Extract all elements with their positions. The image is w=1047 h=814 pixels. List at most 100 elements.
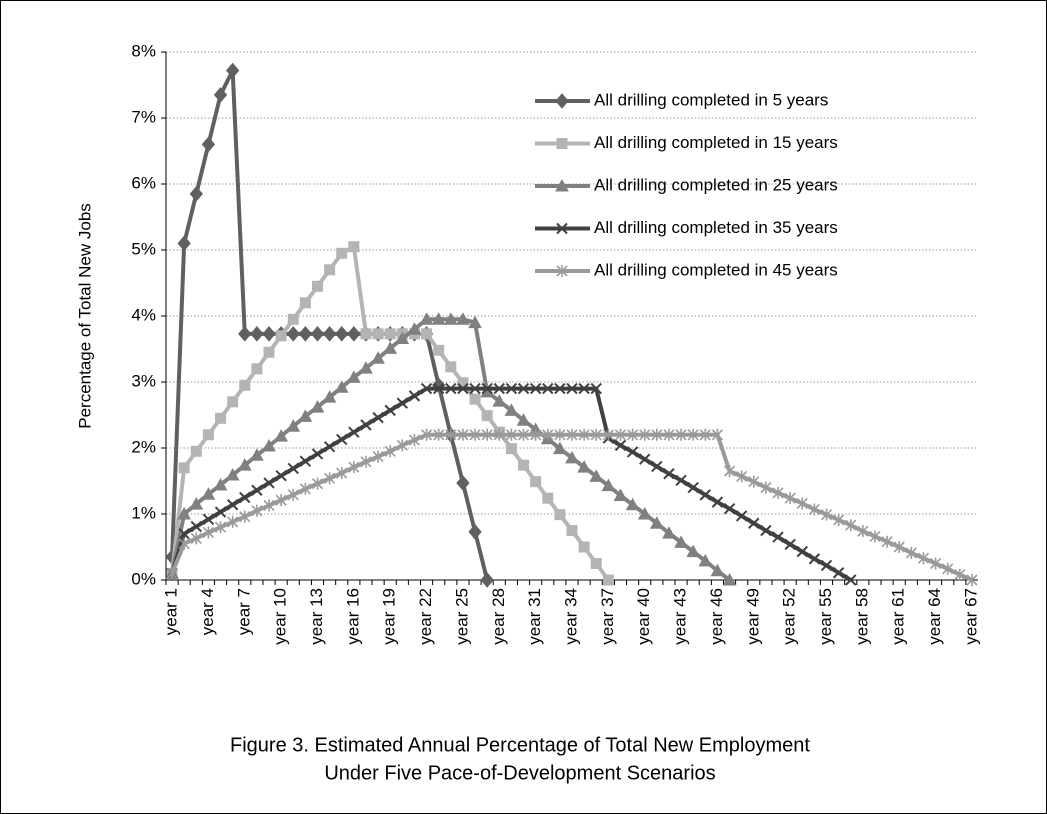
marker (347, 370, 361, 383)
marker (336, 247, 348, 259)
x-tick-label: year 46 (707, 588, 726, 645)
marker (274, 429, 288, 442)
marker (845, 574, 857, 586)
y-tick-label: 5% (131, 239, 156, 258)
marker (322, 390, 337, 403)
marker (456, 475, 470, 491)
marker (432, 382, 445, 395)
marker (214, 521, 227, 534)
marker (651, 460, 663, 473)
x-tick-label: year 61 (889, 588, 908, 645)
marker (820, 559, 833, 572)
y-tick-label: 7% (131, 107, 156, 126)
marker (201, 136, 216, 153)
marker (371, 351, 385, 364)
marker (675, 428, 687, 441)
marker (917, 552, 930, 565)
x-tick-label: year 52 (780, 588, 799, 645)
marker (177, 235, 191, 252)
marker (735, 510, 748, 522)
marker (383, 341, 398, 354)
marker (214, 506, 227, 518)
x-tick-label: year 7 (234, 588, 253, 635)
marker (287, 488, 299, 501)
marker (384, 328, 396, 340)
marker (602, 428, 614, 441)
marker (529, 382, 542, 395)
marker (310, 400, 325, 413)
x-tick-label: year 28 (489, 588, 508, 645)
marker (468, 315, 482, 329)
marker (518, 459, 530, 471)
marker (555, 178, 569, 192)
marker (323, 440, 336, 453)
marker (845, 519, 857, 532)
marker (239, 379, 251, 391)
marker (736, 470, 748, 483)
marker (311, 448, 324, 460)
marker (227, 396, 239, 408)
chart-title: Figure 3. Estimated Annual Percentage of… (230, 734, 810, 756)
marker (820, 508, 833, 521)
marker (675, 474, 687, 487)
y-tick-label: 0% (131, 569, 156, 588)
marker (516, 413, 531, 426)
x-tick-label: year 22 (416, 588, 435, 645)
marker (469, 393, 481, 405)
marker (287, 313, 299, 325)
marker (298, 326, 313, 342)
marker (226, 499, 239, 511)
marker (348, 461, 360, 474)
x-tick-label: year 4 (198, 588, 217, 635)
marker (966, 574, 978, 586)
marker (310, 326, 325, 342)
marker (250, 448, 264, 461)
marker (833, 513, 845, 526)
x-tick-label: year 25 (452, 588, 471, 645)
marker (614, 439, 627, 452)
x-tick-label: year 10 (271, 588, 290, 645)
marker (189, 186, 203, 202)
marker (190, 532, 202, 545)
marker (359, 361, 373, 374)
marker (431, 312, 446, 325)
marker (760, 481, 772, 494)
marker (493, 428, 505, 441)
marker (396, 439, 408, 452)
x-tick-label: year 43 (671, 588, 690, 645)
x-tick-label: year 19 (380, 588, 399, 645)
marker (602, 574, 614, 586)
marker (178, 537, 190, 550)
marker (263, 477, 275, 489)
y-axis-label: Percentage of Total New Jobs (75, 203, 94, 429)
marker (445, 382, 457, 395)
marker (674, 535, 688, 548)
marker (578, 428, 590, 441)
marker (590, 558, 602, 569)
marker (324, 472, 336, 485)
marker (954, 568, 966, 581)
marker (227, 515, 239, 528)
chart-title: Under Five Pace-of-Development Scenarios (324, 762, 715, 784)
marker (613, 488, 628, 502)
marker (723, 465, 736, 478)
marker (554, 382, 566, 395)
marker (639, 453, 651, 465)
y-tick-label: 1% (131, 503, 156, 522)
x-tick-label: year 55 (816, 588, 835, 645)
marker (663, 428, 675, 441)
legend-label: All drilling completed in 35 years (594, 218, 838, 237)
marker (481, 382, 493, 395)
marker (649, 516, 664, 529)
marker (407, 322, 422, 335)
marker (566, 428, 578, 441)
marker (202, 526, 214, 539)
marker (530, 428, 542, 441)
marker (408, 434, 421, 447)
marker (433, 344, 445, 356)
marker (360, 455, 372, 468)
marker (263, 499, 275, 512)
marker (808, 503, 820, 516)
marker (384, 445, 396, 458)
